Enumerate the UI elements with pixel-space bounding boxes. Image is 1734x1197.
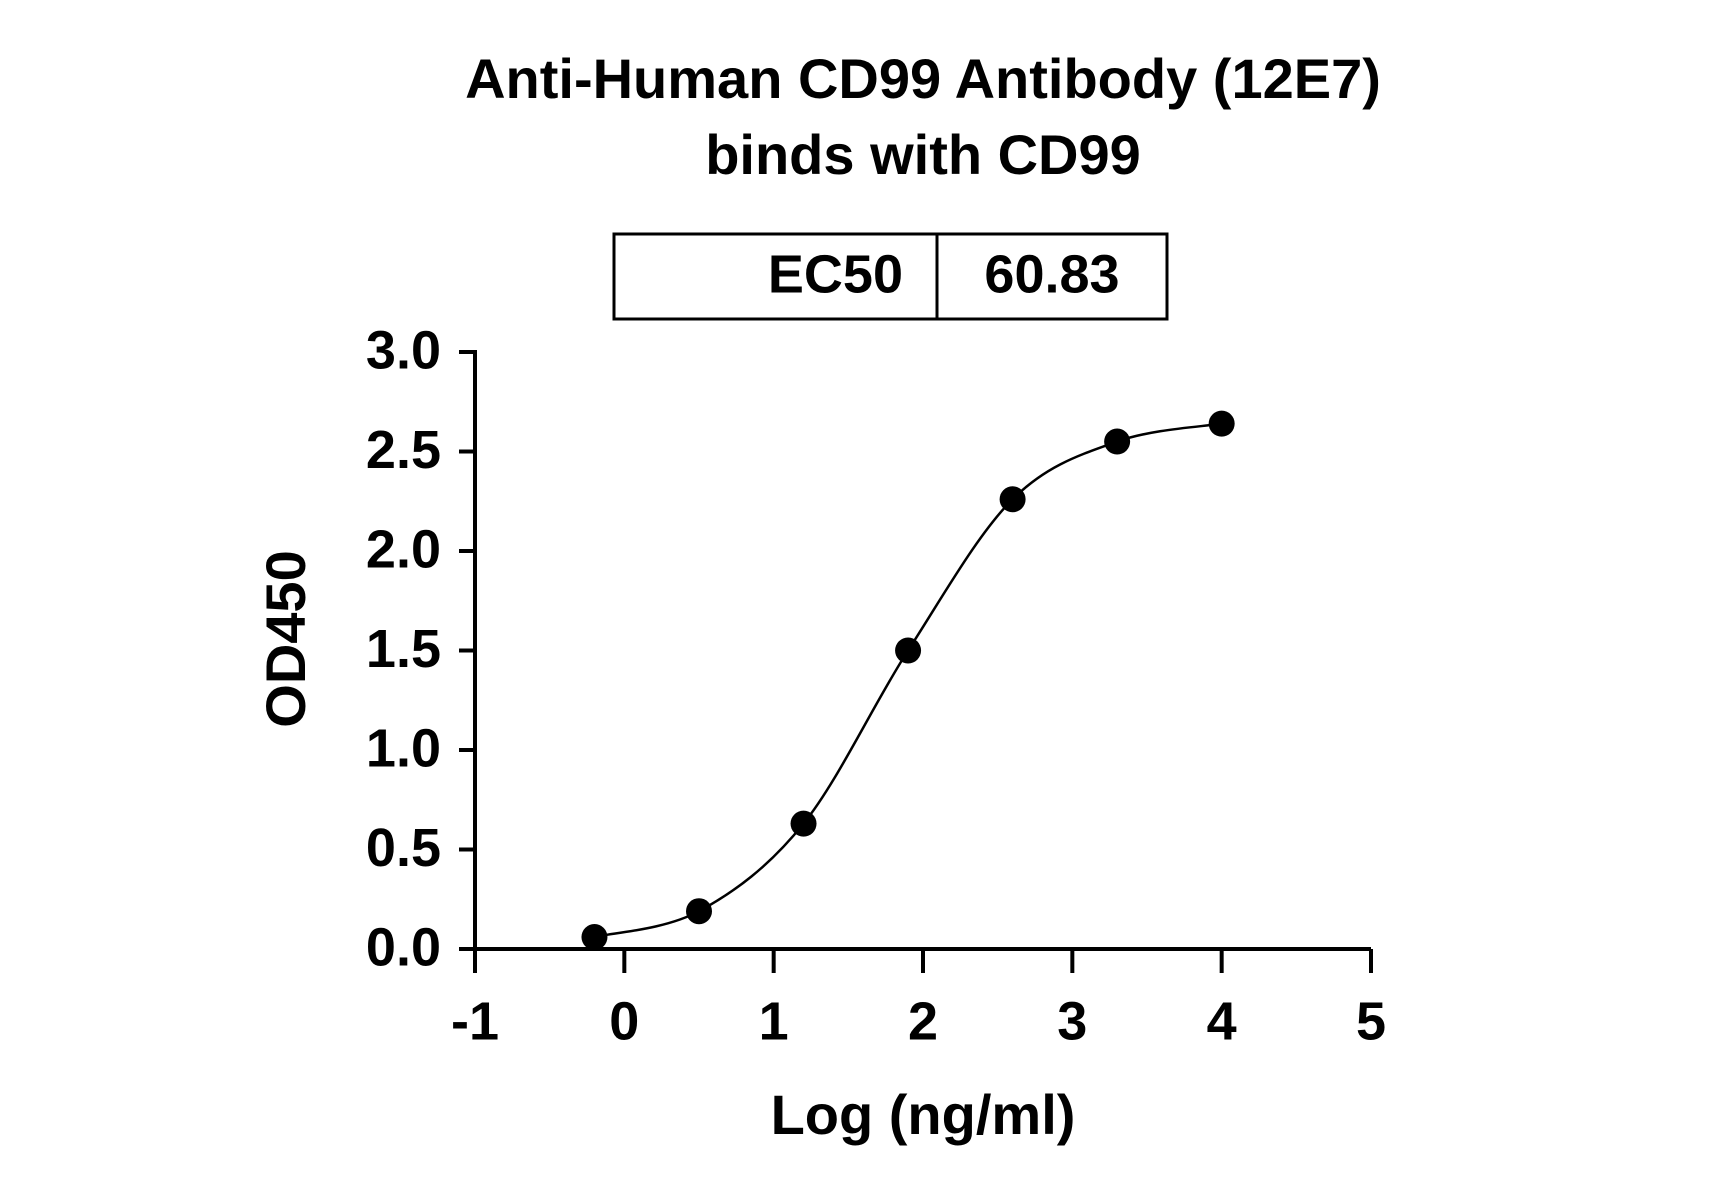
chart-title: Anti-Human CD99 Antibody (12E7) bbox=[465, 47, 1381, 110]
x-tick-label: 1 bbox=[759, 991, 789, 1051]
ec50-value: 60.83 bbox=[984, 244, 1119, 304]
data-point bbox=[686, 898, 712, 925]
x-tick-label: 3 bbox=[1057, 991, 1087, 1051]
y-tick-label: 1.5 bbox=[366, 619, 441, 679]
y-tick-label: 3.0 bbox=[366, 320, 441, 380]
data-point bbox=[581, 924, 608, 951]
x-tick-label: 4 bbox=[1207, 991, 1237, 1051]
ec50-box bbox=[612, 232, 1169, 321]
data-point bbox=[895, 637, 922, 664]
x-tick-label: 5 bbox=[1356, 991, 1386, 1051]
x-tick-label: -1 bbox=[451, 991, 499, 1051]
data-point bbox=[1104, 428, 1131, 455]
chart-title: binds with CD99 bbox=[705, 123, 1141, 186]
y-tick-label: 2.5 bbox=[366, 420, 441, 480]
x-axis-label: Log (ng/ml) bbox=[771, 1083, 1076, 1146]
data-point bbox=[1208, 410, 1235, 437]
fit-curve bbox=[594, 422, 1222, 939]
y-tick-label: 1.0 bbox=[366, 718, 441, 778]
y-axis-label: OD450 bbox=[254, 550, 317, 727]
x-tick-label: 0 bbox=[609, 991, 639, 1051]
y-tick-label: 0.0 bbox=[366, 917, 441, 977]
data-point bbox=[790, 810, 817, 837]
x-tick-label: 2 bbox=[908, 991, 938, 1051]
ec50-label: EC50 bbox=[768, 244, 903, 304]
y-tick-label: 0.5 bbox=[366, 818, 441, 878]
data-point bbox=[999, 486, 1026, 513]
y-tick-label: 2.0 bbox=[366, 519, 441, 579]
